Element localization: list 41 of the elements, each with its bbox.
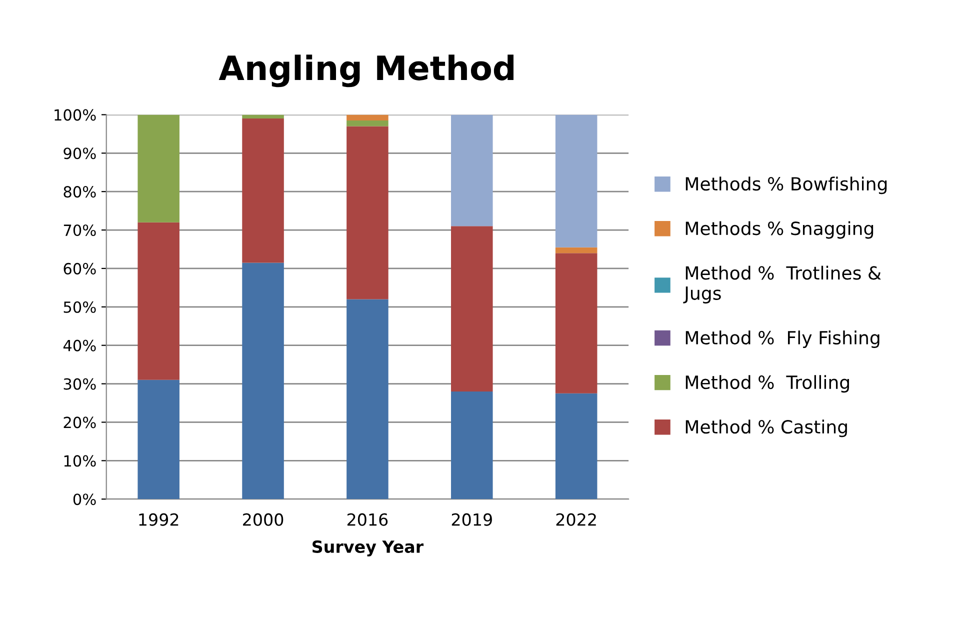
bar: [451, 114, 493, 226]
bar: [138, 380, 180, 500]
x-tick-label: 1992: [139, 513, 178, 526]
x-tick-label: 2022: [556, 513, 596, 526]
bar: [346, 120, 388, 126]
legend-label: Methods % Bowfishing: [686, 176, 887, 194]
x-axis-title: Survey Year: [312, 540, 424, 556]
legend-label: Methods % Snagging: [686, 221, 874, 239]
bar: [346, 114, 388, 120]
y-tick-label: 90%: [64, 148, 96, 160]
x-tick-label: 2019: [452, 513, 492, 526]
x-tick-label: 2016: [347, 513, 388, 526]
legend-label: Method % Fly Fishing: [686, 330, 880, 348]
bar: [555, 253, 598, 394]
y-tick-label: 10%: [64, 455, 96, 467]
y-tick-label: 100%: [54, 109, 96, 121]
y-tick-label: 60%: [64, 262, 96, 274]
y-tick-label: 50%: [64, 301, 96, 313]
x-tick-label: 2000: [243, 513, 284, 526]
y-tick-label: 20%: [64, 416, 96, 428]
bar: [451, 391, 493, 500]
y-tick-label: 0%: [73, 494, 96, 506]
y-tick-label: 30%: [64, 378, 96, 390]
legend-label: Method % Casting: [686, 420, 847, 438]
y-tick-label: 70%: [64, 224, 96, 236]
chart-title: Angling Method: [218, 54, 514, 88]
bar: [555, 393, 598, 500]
bar: [555, 114, 598, 248]
bar: [242, 114, 284, 119]
bar: [242, 118, 284, 263]
bar: [346, 299, 388, 500]
bar: [138, 222, 180, 380]
y-tick-label: 80%: [64, 186, 96, 198]
y-tick-label: 40%: [63, 340, 96, 352]
bar: [138, 114, 180, 222]
bar: [451, 226, 493, 392]
bar: [555, 247, 598, 254]
legend-label: Method % Trotlines & Jugs: [683, 266, 881, 304]
bar: [346, 126, 388, 300]
legend-label: Method % Trolling: [686, 375, 849, 393]
bar: [242, 262, 284, 500]
